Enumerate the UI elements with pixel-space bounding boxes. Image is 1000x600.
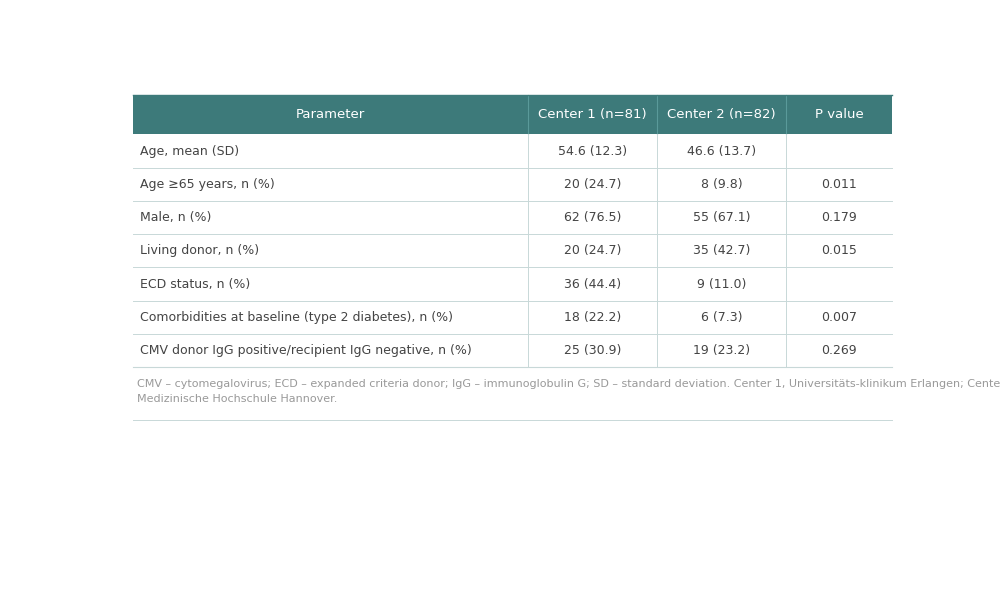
Text: 18 (22.2): 18 (22.2) (564, 311, 621, 324)
Bar (133, 234, 892, 268)
Text: 6 (7.3): 6 (7.3) (701, 311, 742, 324)
Text: Parameter: Parameter (296, 108, 365, 121)
Bar (133, 134, 892, 167)
Text: 25 (30.9): 25 (30.9) (564, 344, 621, 357)
Text: Comorbidities at baseline (type 2 diabetes), n (%): Comorbidities at baseline (type 2 diabet… (140, 311, 454, 324)
Text: 20 (24.7): 20 (24.7) (564, 244, 621, 257)
Text: Age, mean (SD): Age, mean (SD) (140, 145, 240, 158)
Bar (133, 268, 892, 301)
Text: 36 (44.4): 36 (44.4) (564, 278, 621, 290)
Text: 62 (76.5): 62 (76.5) (564, 211, 621, 224)
Text: 0.007: 0.007 (821, 311, 857, 324)
Text: ECD status, n (%): ECD status, n (%) (140, 278, 251, 290)
Bar (133, 334, 892, 367)
Text: 0.011: 0.011 (821, 178, 857, 191)
Text: 20 (24.7): 20 (24.7) (564, 178, 621, 191)
Text: 0.269: 0.269 (821, 344, 857, 357)
Text: 46.6 (13.7): 46.6 (13.7) (687, 145, 756, 158)
Text: CMV – cytomegalovirus; ECD – expanded criteria donor; IgG – immunoglobulin G; SD: CMV – cytomegalovirus; ECD – expanded cr… (137, 379, 1000, 404)
Text: CMV donor IgG positive/recipient IgG negative, n (%): CMV donor IgG positive/recipient IgG neg… (140, 344, 472, 357)
Text: 9 (11.0): 9 (11.0) (697, 278, 746, 290)
Text: 55 (67.1): 55 (67.1) (693, 211, 750, 224)
Text: Center 2 (n=82): Center 2 (n=82) (667, 108, 776, 121)
Text: 8 (9.8): 8 (9.8) (701, 178, 742, 191)
Text: 0.015: 0.015 (821, 244, 857, 257)
Text: Center 1 (n=81): Center 1 (n=81) (538, 108, 647, 121)
Text: 35 (42.7): 35 (42.7) (693, 244, 750, 257)
Bar (133, 167, 892, 201)
Bar (133, 301, 892, 334)
Text: 19 (23.2): 19 (23.2) (693, 344, 750, 357)
Text: 54.6 (12.3): 54.6 (12.3) (558, 145, 627, 158)
Bar (133, 201, 892, 234)
Text: 0.179: 0.179 (821, 211, 857, 224)
Bar (133, 95, 892, 134)
Text: Age ≥65 years, n (%): Age ≥65 years, n (%) (140, 178, 275, 191)
Text: Male, n (%): Male, n (%) (140, 211, 212, 224)
Text: Living donor, n (%): Living donor, n (%) (140, 244, 260, 257)
Text: P value: P value (815, 108, 863, 121)
